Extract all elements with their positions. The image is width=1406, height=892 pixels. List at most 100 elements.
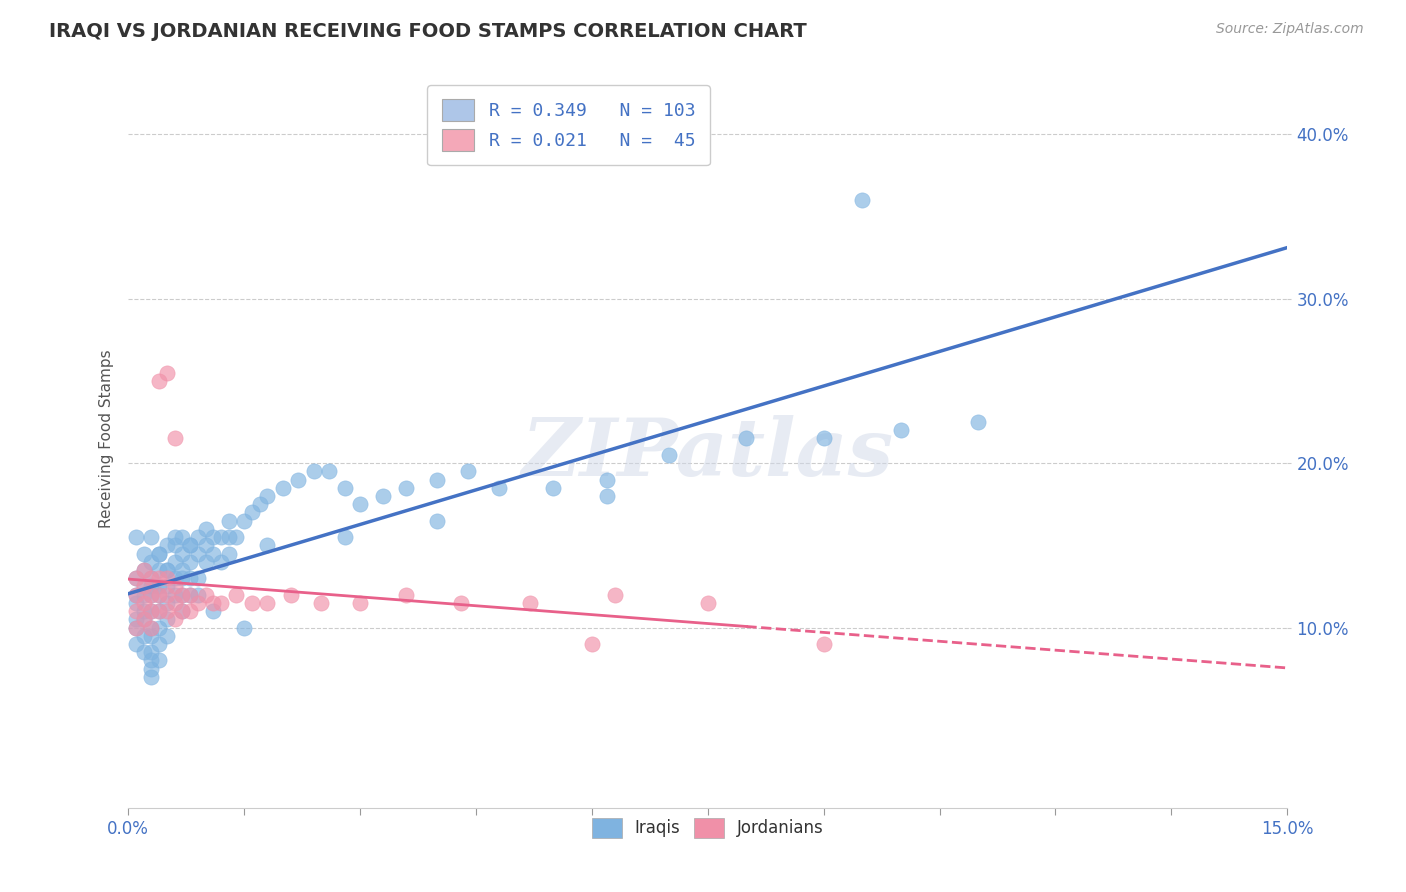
Point [132, 563, 155, 577]
Point [148, 579, 170, 593]
Point [519, 596, 541, 610]
Point [233, 621, 256, 635]
Point [132, 588, 155, 602]
Point [596, 473, 619, 487]
Point [194, 538, 217, 552]
Point [172, 563, 194, 577]
Point [132, 563, 155, 577]
Text: IRAQI VS JORDANIAN RECEIVING FOOD STAMPS CORRELATION CHART: IRAQI VS JORDANIAN RECEIVING FOOD STAMPS… [49, 22, 807, 41]
Point [163, 579, 186, 593]
Y-axis label: Receiving Food Stamps: Receiving Food Stamps [100, 349, 114, 528]
Point [395, 588, 418, 602]
Point [735, 432, 758, 446]
Point [132, 629, 155, 643]
Point [890, 423, 912, 437]
Point [141, 579, 163, 593]
Point [125, 596, 148, 610]
Point [163, 538, 186, 552]
Point [202, 596, 225, 610]
Point [141, 555, 163, 569]
Point [141, 588, 163, 602]
Point [179, 588, 201, 602]
Point [148, 604, 170, 618]
Point [141, 571, 163, 585]
Point [581, 637, 603, 651]
Point [141, 629, 163, 643]
Point [179, 588, 201, 602]
Point [813, 637, 835, 651]
Point [311, 596, 333, 610]
Point [349, 596, 371, 610]
Point [132, 612, 155, 626]
Point [179, 555, 201, 569]
Point [132, 579, 155, 593]
Point [125, 530, 148, 544]
Point [156, 604, 179, 618]
Point [187, 596, 209, 610]
Point [426, 473, 449, 487]
Point [156, 563, 179, 577]
Point [218, 547, 240, 561]
Point [141, 604, 163, 618]
Point [271, 481, 294, 495]
Point [156, 366, 179, 380]
Point [148, 374, 170, 388]
Point [202, 530, 225, 544]
Point [813, 432, 835, 446]
Point [156, 571, 179, 585]
Point [148, 547, 170, 561]
Point [302, 464, 325, 478]
Point [125, 604, 148, 618]
Point [156, 579, 179, 593]
Point [148, 563, 170, 577]
Point [132, 579, 155, 593]
Point [125, 612, 148, 626]
Point [541, 481, 564, 495]
Point [209, 555, 232, 569]
Point [141, 621, 163, 635]
Point [218, 530, 240, 544]
Point [696, 596, 718, 610]
Text: Source: ZipAtlas.com: Source: ZipAtlas.com [1216, 22, 1364, 37]
Point [125, 588, 148, 602]
Point [194, 588, 217, 602]
Point [426, 514, 449, 528]
Point [148, 588, 170, 602]
Point [141, 670, 163, 684]
Point [156, 538, 179, 552]
Point [125, 621, 148, 635]
Point [658, 448, 681, 462]
Point [280, 588, 302, 602]
Point [163, 530, 186, 544]
Point [395, 481, 418, 495]
Point [163, 555, 186, 569]
Point [596, 489, 619, 503]
Point [141, 604, 163, 618]
Point [209, 596, 232, 610]
Point [225, 588, 247, 602]
Point [125, 571, 148, 585]
Point [187, 571, 209, 585]
Point [163, 432, 186, 446]
Point [163, 571, 186, 585]
Point [148, 637, 170, 651]
Point [318, 464, 340, 478]
Point [194, 555, 217, 569]
Point [256, 538, 278, 552]
Point [172, 530, 194, 544]
Point [172, 588, 194, 602]
Point [179, 538, 201, 552]
Point [156, 596, 179, 610]
Point [287, 473, 309, 487]
Point [457, 464, 479, 478]
Point [141, 653, 163, 667]
Point [218, 514, 240, 528]
Point [202, 604, 225, 618]
Point [187, 547, 209, 561]
Point [125, 571, 148, 585]
Point [132, 596, 155, 610]
Point [141, 621, 163, 635]
Point [172, 547, 194, 561]
Point [179, 538, 201, 552]
Point [249, 497, 271, 511]
